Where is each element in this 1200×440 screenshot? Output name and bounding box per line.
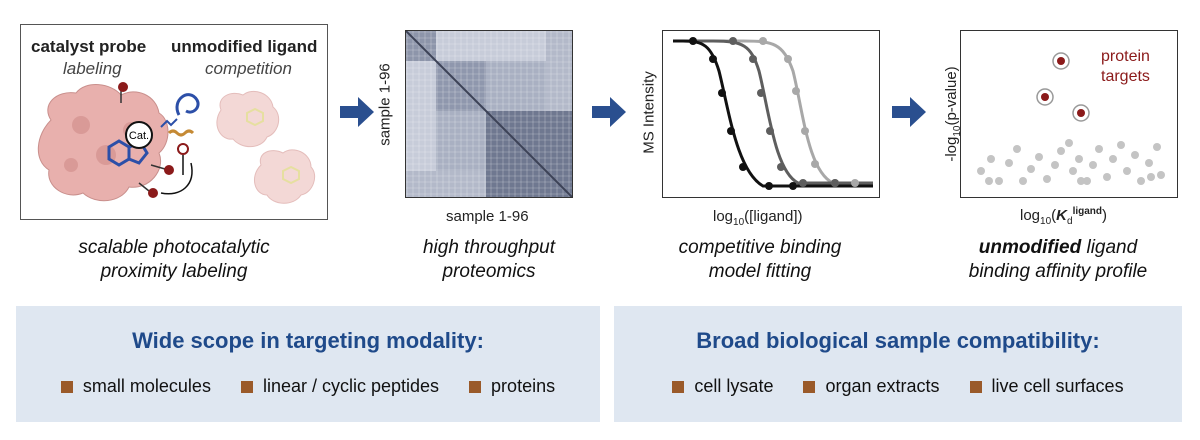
affinity-scatter bbox=[977, 52, 1165, 185]
scope-title: Wide scope in targeting modality: bbox=[132, 328, 484, 353]
panel-labeling: catalyst probe labeling unmodified ligan… bbox=[20, 24, 328, 220]
caption-panel4-line2: binding affinity profile bbox=[968, 261, 1148, 282]
caption-panel4: unmodified ligand binding affinity profi… bbox=[918, 236, 1198, 284]
caption-panel1-line1: scalable photocatalytic bbox=[78, 237, 270, 258]
panel3-xlabel-log: log bbox=[713, 208, 734, 225]
compatibility-item-label: organ extracts bbox=[825, 376, 940, 396]
bullet-square-icon bbox=[60, 380, 73, 393]
panel3-xlabel-sub: 10 bbox=[733, 217, 745, 228]
ligand-title: unmodified ligand bbox=[171, 37, 318, 56]
compatibility-box: Broad biological sample compatibility: c… bbox=[614, 306, 1182, 422]
background-proteins bbox=[977, 139, 1165, 185]
caption-panel3: competitive binding model fitting bbox=[620, 236, 900, 284]
correlation-heatmap bbox=[406, 31, 572, 197]
protein-targets-line2: targets bbox=[1101, 68, 1150, 85]
curve-strong bbox=[673, 39, 873, 188]
panel4-xlabel-sub: 10 bbox=[1040, 216, 1052, 227]
caption-panel2: high throughput proteomics bbox=[349, 236, 629, 284]
panel3-ylabel: MS Intensity bbox=[640, 71, 658, 154]
caption-panel3-line1: competitive binding bbox=[678, 237, 842, 258]
scope-item-label: small molecules bbox=[82, 376, 211, 396]
caption-panel4-bold: unmodified bbox=[978, 237, 1082, 258]
dose-response-curves bbox=[673, 37, 873, 190]
panel4-xlabel: log10(Kdligand) bbox=[1020, 206, 1108, 227]
probe-subtitle: labeling bbox=[63, 59, 122, 78]
flow-arrow-1 bbox=[340, 97, 374, 127]
scope-box: Wide scope in targeting modality: small … bbox=[16, 306, 600, 422]
panel3-xlabel: log10([ligand]) bbox=[713, 208, 803, 228]
panel2-xlabel: sample 1-96 bbox=[446, 208, 529, 225]
compatibility-item-label: live cell surfaces bbox=[991, 376, 1124, 396]
panel4-xlabel-log: log bbox=[1020, 207, 1041, 224]
caption-panel2-line2: proteomics bbox=[442, 261, 536, 282]
affinity-panel: protein targets bbox=[960, 30, 1178, 198]
cat-label: Cat. bbox=[129, 130, 149, 142]
scope-item: proteins bbox=[469, 376, 555, 397]
caption-panel3-line2: model fitting bbox=[708, 261, 812, 282]
bullet-square-icon bbox=[969, 380, 982, 393]
compatibility-title: Broad biological sample compatibility: bbox=[696, 328, 1100, 353]
bullet-square-icon bbox=[672, 380, 685, 393]
caption-panel1: scalable photocatalytic proximity labeli… bbox=[34, 236, 314, 284]
curve-panel bbox=[662, 30, 880, 198]
scope-item-label: linear / cyclic peptides bbox=[262, 376, 440, 396]
panel2-ylabel: sample 1-96 bbox=[376, 63, 394, 146]
heatmap-panel bbox=[405, 30, 573, 198]
bullet-square-icon bbox=[469, 380, 482, 393]
compatibility-item: cell lysate bbox=[672, 376, 773, 397]
curve-medium bbox=[673, 39, 873, 185]
scope-item: small molecules bbox=[60, 376, 211, 397]
panel4-ylabel-post: (p-value) bbox=[943, 66, 960, 126]
bullet-square-icon bbox=[803, 380, 816, 393]
competition-protein-2 bbox=[253, 149, 316, 204]
flow-arrow-2 bbox=[592, 97, 626, 127]
compatibility-item: organ extracts bbox=[803, 376, 940, 397]
panel4-xlabel-ksup: ligand bbox=[1072, 206, 1103, 217]
flow-arrow-3 bbox=[892, 97, 926, 127]
panel4-ylabel-log: -log bbox=[943, 136, 960, 162]
caption-panel4-rest: ligand bbox=[1081, 237, 1138, 258]
ligand-subtitle: competition bbox=[205, 59, 292, 78]
panel4-xlabel-ksub: d bbox=[1067, 216, 1073, 227]
caption-panel2-line1: high throughput bbox=[422, 237, 556, 258]
probe-title: catalyst probe bbox=[31, 37, 147, 56]
bullet-square-icon bbox=[240, 380, 253, 393]
panel3-xlabel-post: ([ligand]) bbox=[744, 208, 803, 225]
caption-panel4-line1: unmodified ligand bbox=[918, 236, 1198, 260]
compatibility-list: cell lysate organ extracts live cell sur… bbox=[614, 376, 1182, 397]
protein-target-markers bbox=[1036, 52, 1090, 122]
scope-item-label: proteins bbox=[491, 376, 556, 396]
protein-targets-label: protein targets bbox=[1101, 47, 1150, 87]
compatibility-item: live cell surfaces bbox=[969, 376, 1124, 397]
scope-item: linear / cyclic peptides bbox=[240, 376, 440, 397]
compatibility-item-label: cell lysate bbox=[694, 376, 774, 396]
curve-weak bbox=[673, 39, 873, 185]
labeling-illustration: Cat. bbox=[37, 82, 316, 204]
panel4-xlabel-k: K bbox=[1056, 207, 1067, 224]
caption-panel1-line2: proximity labeling bbox=[100, 261, 248, 282]
protein-targets-line1: protein bbox=[1101, 48, 1150, 65]
scope-list: small molecules linear / cyclic peptides… bbox=[16, 376, 600, 397]
